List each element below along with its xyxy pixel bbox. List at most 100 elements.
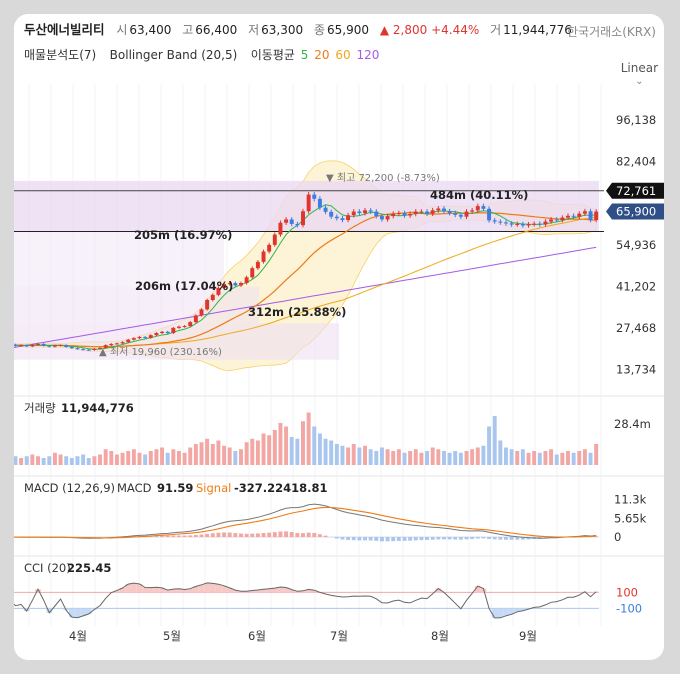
cci-overbought-fill: [198, 584, 205, 593]
macd-histogram-bar: [160, 535, 165, 538]
macd-histogram-bar: [244, 533, 249, 538]
close-value: 65,900: [327, 23, 370, 37]
volume-bar: [114, 454, 119, 465]
candle-body: [317, 198, 322, 208]
cci-tick: 100: [616, 585, 638, 599]
candle-body: [64, 345, 69, 347]
cci-overbought-fill: [209, 583, 216, 593]
volume-bar: [577, 451, 582, 465]
candle-body: [143, 336, 148, 338]
bollinger-label[interactable]: Bollinger Band (20,5): [109, 48, 238, 62]
macd-histogram-bar: [250, 533, 255, 538]
x-tick-6: 6월: [248, 629, 266, 643]
price-tick: 82,404: [616, 155, 656, 169]
macd-histogram-bar: [419, 537, 424, 541]
volume-bar: [436, 449, 441, 465]
high-label: 고: [182, 23, 194, 37]
macd-histogram-bar: [441, 537, 446, 540]
macd-histogram-bar: [193, 535, 198, 538]
candle-body: [306, 194, 311, 212]
cci-oversold-fill: [508, 608, 515, 615]
cci-overbought-fill: [136, 584, 143, 593]
macd-histogram-bar: [368, 537, 373, 541]
cci-overbought-fill: [311, 590, 318, 593]
chevron-down-icon[interactable]: ⌄: [635, 76, 644, 87]
volume-bar: [14, 456, 18, 465]
macd-panel-label: MACD (12,26,9): [24, 481, 115, 495]
macd-histogram-bar: [351, 537, 356, 541]
macd-histogram-bar: [447, 537, 452, 540]
candle-body: [267, 244, 272, 252]
ma120-line: [14, 246, 597, 348]
candle-body: [441, 208, 446, 212]
macd-histogram-bar: [425, 537, 430, 541]
x-tick-9: 9월: [519, 629, 537, 643]
cci-overbought-fill: [294, 591, 301, 593]
candle-body: [131, 338, 136, 340]
candle-body: [41, 343, 46, 346]
volume-bar: [430, 447, 435, 465]
volume-bar: [515, 451, 520, 465]
volume-bar: [250, 438, 255, 465]
candle-body: [52, 345, 57, 347]
candle-body: [75, 348, 80, 350]
candle-body: [137, 336, 142, 339]
candle-body: [301, 211, 305, 226]
candle-body: [58, 345, 63, 347]
candle-body: [396, 213, 401, 215]
candle-body: [554, 219, 559, 221]
candle-body: [323, 207, 328, 212]
candle-body: [289, 219, 294, 224]
candle-body: [509, 223, 514, 225]
macd-histogram-bar: [385, 537, 390, 542]
stock-name[interactable]: 두산에너빌리티: [24, 22, 105, 37]
volume-bar: [19, 458, 24, 465]
cci-oversold-fill: [85, 608, 92, 614]
cci-overbought-fill: [238, 591, 244, 593]
volume-bar: [165, 452, 170, 465]
signal-name: Signal: [196, 481, 231, 495]
volume-profile-label[interactable]: 매물분석도(7): [24, 48, 97, 62]
volume-bar: [458, 452, 463, 465]
candle-body: [176, 326, 181, 328]
macd-histogram-bar: [464, 537, 469, 540]
cci-overbought-fill: [114, 590, 120, 593]
volume-bar: [295, 438, 300, 465]
macd-histogram-bar: [284, 531, 289, 538]
scale-toggle[interactable]: Linear ⌄: [621, 61, 658, 87]
macd-histogram-bar: [453, 537, 458, 540]
macd-histogram-bar: [182, 535, 187, 538]
candle-body: [19, 345, 24, 347]
x-tick-7: 7월: [330, 629, 348, 643]
cci-overbought-fill: [232, 590, 239, 593]
macd-histogram-bar: [436, 537, 441, 540]
candle-body: [351, 211, 356, 216]
volume-bar: [306, 412, 311, 465]
volume-bar: [408, 451, 413, 465]
volume-bar: [171, 449, 176, 465]
volume-bar: [244, 442, 249, 465]
cci-overbought-fill: [305, 589, 312, 593]
volume-bar: [594, 444, 599, 465]
volume-bar: [481, 445, 486, 465]
candle-body: [114, 343, 119, 345]
volume-profile-box: [14, 231, 224, 287]
volume-bar: [148, 451, 153, 465]
macd-histogram-bar: [222, 532, 227, 538]
stock-chart[interactable]: ▼ 최고 72,200 (-8.73%) ▲ 최저 19,960 (230.16%…: [14, 14, 664, 660]
price-tick: 96,138: [616, 113, 656, 127]
volume-bar: [24, 456, 29, 465]
volume-bar: [41, 458, 46, 465]
macd-histogram-bar: [334, 537, 339, 539]
volume-profile-label: 206m (17.04%): [135, 279, 233, 293]
cci-oversold-fill: [520, 608, 526, 611]
ma-label[interactable]: 이동평균: [250, 48, 295, 62]
price-tick: 27,468: [616, 321, 656, 335]
macd-tick: 5.65k: [614, 511, 647, 525]
candle-body: [588, 211, 593, 221]
volume-bar: [498, 440, 503, 465]
candle-body: [30, 344, 35, 347]
candle-body: [255, 261, 260, 269]
candle-body: [560, 217, 565, 221]
candle-body: [160, 331, 165, 334]
